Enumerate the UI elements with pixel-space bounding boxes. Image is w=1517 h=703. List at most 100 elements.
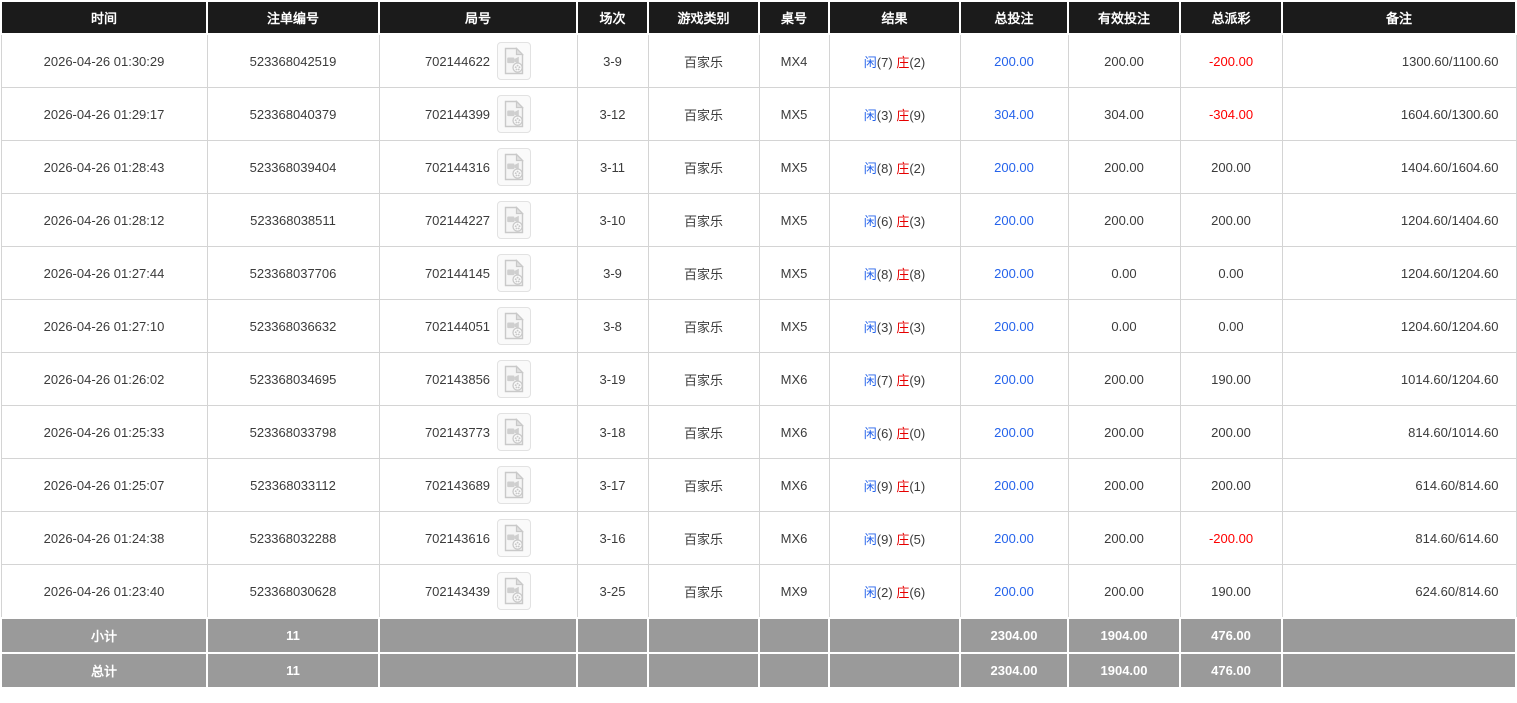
video-file-icon: [504, 418, 524, 446]
result-player-label: 闲: [863, 478, 877, 494]
cell-time: 2026-04-26 01:28:43: [0, 140, 208, 194]
cell-session: 3-8: [576, 299, 649, 353]
cell-result: 闲(7) 庄(9): [828, 352, 961, 406]
cell-round: 702143689: [378, 458, 578, 512]
round-number: 702144051: [424, 318, 491, 334]
cell-session: 3-17: [576, 458, 649, 512]
summary-cell-bet_id: 11: [206, 617, 380, 654]
cell-table_no: MX9: [758, 564, 830, 619]
cell-game_type: 百家乐: [647, 140, 760, 194]
result-banker-value: (0): [909, 425, 926, 441]
bet-row: 2026-04-26 01:25:33 523368033798 702143773…: [0, 405, 1517, 459]
video-replay-button[interactable]: [497, 148, 532, 186]
cell-table_no: MX5: [758, 140, 830, 194]
summary-cell-table_no: [758, 617, 830, 654]
round-number: 702144316: [424, 159, 491, 175]
cell-time: 2026-04-26 01:24:38: [0, 511, 208, 565]
cell-payout: 0.00: [1179, 246, 1283, 300]
video-replay-button[interactable]: [497, 42, 532, 80]
cell-valid_bet: 200.00: [1067, 458, 1181, 512]
col-header-time: 时间: [0, 0, 208, 35]
round-number: 702143439: [424, 583, 491, 599]
bet-row: 2026-04-26 01:24:38 523368032288 702143616…: [0, 511, 1517, 565]
video-replay-button[interactable]: [497, 95, 532, 133]
col-header-payout: 总派彩: [1179, 0, 1283, 35]
video-replay-button[interactable]: [497, 254, 532, 292]
video-replay-button[interactable]: [497, 201, 532, 239]
video-replay-button[interactable]: [497, 307, 532, 345]
result-banker-label: 庄: [896, 213, 910, 229]
col-header-total_bet: 总投注: [959, 0, 1069, 35]
video-replay-button[interactable]: [497, 360, 532, 398]
result-player-label: 闲: [863, 372, 877, 388]
cell-round: 702144622: [378, 33, 578, 88]
cell-total_bet: 304.00: [959, 87, 1069, 141]
cell-valid_bet: 304.00: [1067, 87, 1181, 141]
cell-session: 3-9: [576, 246, 649, 300]
result-player-value: (7): [876, 54, 893, 70]
video-file-icon: [504, 153, 524, 181]
cell-payout: -200.00: [1179, 33, 1283, 88]
video-replay-button[interactable]: [497, 572, 532, 610]
video-replay-button[interactable]: [497, 519, 532, 557]
cell-round: 702143773: [378, 405, 578, 459]
round-inner: 702144622: [424, 42, 532, 80]
result-banker-label: 庄: [896, 54, 910, 70]
cell-round: 702144051: [378, 299, 578, 353]
cell-time: 2026-04-26 01:30:29: [0, 33, 208, 88]
result-player-label: 闲: [863, 266, 877, 282]
result-player-label: 闲: [863, 160, 877, 176]
cell-session: 3-10: [576, 193, 649, 247]
result-player-label: 闲: [863, 425, 877, 441]
result-player-value: (6): [876, 213, 893, 229]
video-replay-button[interactable]: [497, 413, 532, 451]
video-replay-button[interactable]: [497, 466, 532, 504]
cell-table_no: MX5: [758, 87, 830, 141]
summary-cell-result: [828, 617, 961, 654]
bet-row: 2026-04-26 01:28:12 523368038511 702144227…: [0, 193, 1517, 247]
summary-cell-round: [378, 652, 578, 689]
subtotal-row: 小计 11 2304.00 1904.00 476.00: [0, 617, 1517, 654]
cell-result: 闲(9) 庄(5): [828, 511, 961, 565]
bet-row: 2026-04-26 01:29:17 523368040379 702144399…: [0, 87, 1517, 141]
round-number: 702144622: [424, 53, 491, 69]
table-body: 2026-04-26 01:30:29 523368042519 702144622…: [0, 33, 1517, 689]
round-inner: 702144145: [424, 254, 532, 292]
round-inner: 702144051: [424, 307, 532, 345]
cell-payout: 200.00: [1179, 193, 1283, 247]
result-player-label: 闲: [863, 531, 877, 547]
result-banker-label: 庄: [896, 584, 910, 600]
grand-total-row: 总计 11 2304.00 1904.00 476.00: [0, 652, 1517, 689]
result-banker-value: (3): [909, 319, 926, 335]
bet-row: 2026-04-26 01:25:07 523368033112 702143689…: [0, 458, 1517, 512]
cell-payout: 200.00: [1179, 140, 1283, 194]
summary-cell-payout: 476.00: [1179, 617, 1283, 654]
cell-table_no: MX6: [758, 511, 830, 565]
result-player-label: 闲: [863, 54, 877, 70]
cell-table_no: MX5: [758, 246, 830, 300]
summary-cell-table_no: [758, 652, 830, 689]
result-banker-value: (8): [909, 266, 926, 282]
cell-payout: 200.00: [1179, 405, 1283, 459]
result-player-value: (7): [876, 372, 893, 388]
cell-time: 2026-04-26 01:25:07: [0, 458, 208, 512]
summary-cell-payout: 476.00: [1179, 652, 1283, 689]
result-banker-label: 庄: [896, 478, 910, 494]
round-number: 702144145: [424, 265, 491, 281]
video-file-icon: [504, 577, 524, 605]
cell-bet_id: 523368042519: [206, 33, 380, 88]
cell-valid_bet: 0.00: [1067, 299, 1181, 353]
round-number: 702143616: [424, 530, 491, 546]
cell-time: 2026-04-26 01:25:33: [0, 405, 208, 459]
cell-time: 2026-04-26 01:28:12: [0, 193, 208, 247]
result-banker-label: 庄: [896, 107, 910, 123]
cell-time: 2026-04-26 01:27:44: [0, 246, 208, 300]
cell-remark: 1204.60/1404.60: [1281, 193, 1517, 247]
col-header-game_type: 游戏类别: [647, 0, 760, 35]
cell-table_no: MX6: [758, 458, 830, 512]
round-inner: 702144399: [425, 95, 532, 133]
summary-cell-total_bet: 2304.00: [959, 652, 1069, 689]
round-inner: 702143616: [424, 519, 532, 557]
video-file-icon: [504, 259, 524, 287]
